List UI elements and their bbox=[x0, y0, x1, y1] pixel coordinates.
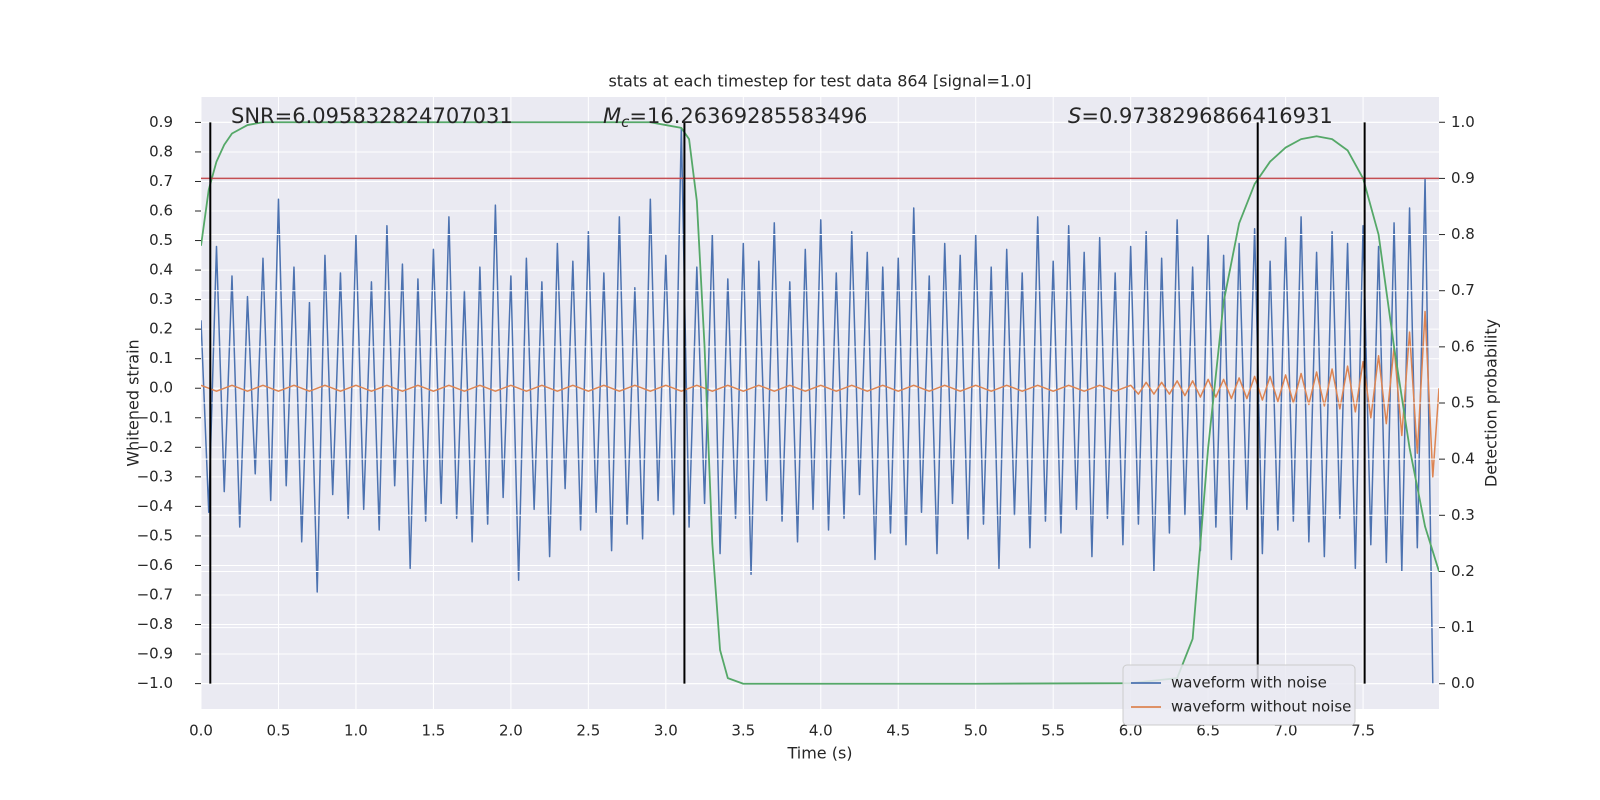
y-tick-label: 0.7 bbox=[149, 172, 173, 190]
x-tick-label: 5.0 bbox=[964, 722, 988, 740]
y-tick-label: −0.4 bbox=[137, 497, 173, 515]
y2-tick-label: 0.3 bbox=[1451, 506, 1475, 524]
x-tick-label: 4.5 bbox=[886, 722, 910, 740]
annotation-text: =0.9738296866416931 bbox=[1081, 104, 1332, 128]
series-line bbox=[201, 121, 1439, 685]
x-tick-label: 0.5 bbox=[267, 722, 291, 740]
y-tick-label: −0.9 bbox=[137, 645, 173, 663]
y2-tick-label: 0.8 bbox=[1451, 225, 1475, 243]
annotation: SNR=6.095832824707031 bbox=[231, 104, 513, 128]
y2-tick-label: 1.0 bbox=[1451, 113, 1475, 131]
annotation: Mc=16.26369285583496 bbox=[603, 104, 867, 131]
y-tick-label: 0.3 bbox=[149, 290, 173, 308]
y-tick-label: 0.0 bbox=[149, 379, 173, 397]
x-tick-label: 2.5 bbox=[576, 722, 600, 740]
x-tick-label: 6.5 bbox=[1196, 722, 1220, 740]
y2-tick-label: 0.7 bbox=[1451, 281, 1475, 299]
x-tick-label: 6.0 bbox=[1119, 722, 1143, 740]
x-tick-label: 1.5 bbox=[421, 722, 445, 740]
y-tick-label: 0.8 bbox=[149, 142, 173, 160]
y-tick-label: −0.7 bbox=[137, 585, 173, 603]
y-tick-label: −0.2 bbox=[137, 438, 173, 456]
y-tick-label: 0.5 bbox=[149, 231, 173, 249]
y-tick-label: 0.9 bbox=[149, 113, 173, 131]
y-tick-label: −0.6 bbox=[137, 556, 173, 574]
y2-tick-label: 0.6 bbox=[1451, 337, 1475, 355]
y-tick-label: −0.5 bbox=[137, 526, 173, 544]
y-axis-label: Whitened strain bbox=[124, 339, 143, 466]
x-tick-label: 7.5 bbox=[1351, 722, 1375, 740]
y-tick-label: −1.0 bbox=[137, 674, 173, 692]
x-tick-label: 3.0 bbox=[654, 722, 678, 740]
x-tick-label: 3.5 bbox=[731, 722, 755, 740]
chart-title: stats at each timestep for test data 864… bbox=[608, 72, 1031, 91]
y-tick-label: −0.3 bbox=[137, 467, 173, 485]
y2-tick-label: 0.9 bbox=[1451, 169, 1475, 187]
annotation: S=0.9738296866416931 bbox=[1068, 104, 1333, 128]
x-axis-label: Time (s) bbox=[786, 744, 852, 763]
y-tick-label: 0.1 bbox=[149, 349, 173, 367]
data-layer bbox=[201, 121, 1439, 685]
series-line bbox=[201, 127, 1434, 684]
annotation-subscript: c bbox=[621, 113, 630, 131]
y2-tick-label: 0.5 bbox=[1451, 394, 1475, 412]
x-tick-label: 4.0 bbox=[809, 722, 833, 740]
y2-tick-label: 0.4 bbox=[1451, 450, 1475, 468]
y-tick-label: 0.6 bbox=[149, 202, 173, 220]
y2-axis-label: Detection probability bbox=[1482, 319, 1501, 487]
annotation-text: =16.26369285583496 bbox=[629, 104, 867, 128]
series-line bbox=[201, 310, 1439, 478]
x-tick-label: 2.0 bbox=[499, 722, 523, 740]
over-layer: 0.0 0.5 1.0 1.5 2.0 2.5 3.0 3.5 4.0 4.5 5.0 5.5 6.0 6… bbox=[137, 104, 1475, 740]
legend-label: waveform without noise bbox=[1171, 698, 1351, 716]
y-tick-label: 0.2 bbox=[149, 320, 173, 338]
x-tick-label: 7.0 bbox=[1274, 722, 1298, 740]
legend: waveform with noise waveform without nois… bbox=[1122, 664, 1356, 726]
annotation-symbol: M bbox=[603, 104, 621, 128]
y-tick-label: −0.8 bbox=[137, 615, 173, 633]
legend-label: waveform with noise bbox=[1171, 674, 1327, 692]
y-tick-label: 0.4 bbox=[149, 261, 173, 279]
y2-tick-label: 0.1 bbox=[1451, 618, 1475, 636]
y2-tick-label: 0.2 bbox=[1451, 562, 1475, 580]
y2-tick-label: 0.0 bbox=[1451, 674, 1475, 692]
legend-box bbox=[1122, 664, 1356, 726]
x-tick-label: 5.5 bbox=[1041, 722, 1065, 740]
x-tick-label: 0.0 bbox=[189, 722, 213, 740]
y-tick-label: −0.1 bbox=[137, 408, 173, 426]
annotation-symbol: S bbox=[1068, 104, 1081, 128]
annotation-text: SNR=6.095832824707031 bbox=[231, 104, 513, 128]
x-tick-label: 1.0 bbox=[344, 722, 368, 740]
